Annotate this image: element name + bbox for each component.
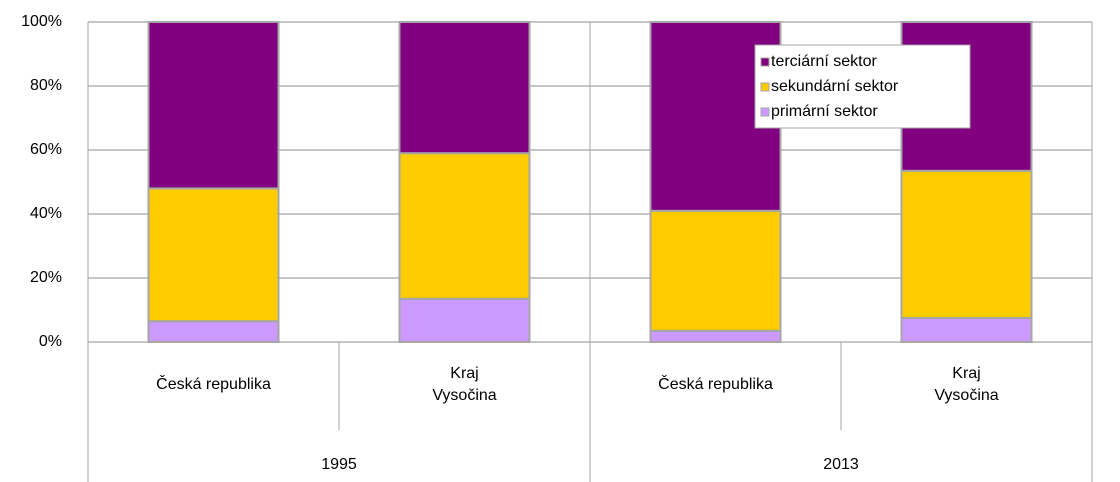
bar-segment xyxy=(398,152,531,300)
bar-segment xyxy=(147,187,280,323)
x-tick-label: Česká republika xyxy=(658,376,773,393)
x-tick-label: Česká republika xyxy=(156,376,271,393)
group-label: 2013 xyxy=(823,456,859,473)
bar-segment xyxy=(398,297,531,343)
group-label: 1995 xyxy=(321,456,357,473)
bar-segment xyxy=(147,21,280,190)
x-tick-label: Kraj Vysočina xyxy=(934,365,999,404)
y-tick-label: 80% xyxy=(30,77,62,94)
legend-swatch xyxy=(760,57,770,67)
y-tick-label: 100% xyxy=(21,13,62,30)
y-tick-label: 60% xyxy=(30,141,62,158)
bar-segment xyxy=(147,320,280,344)
x-tick-label: Kraj Vysočina xyxy=(432,365,497,404)
legend-box xyxy=(754,44,971,129)
y-tick-label: 0% xyxy=(39,333,62,350)
legend-label: primární sektor xyxy=(771,103,878,120)
bar-segment xyxy=(649,329,782,343)
y-tick-label: 40% xyxy=(30,205,62,222)
legend-label: sekundární sektor xyxy=(771,78,899,95)
legend-swatch xyxy=(760,107,770,117)
bar-segment xyxy=(398,21,531,155)
y-tick-label: 20% xyxy=(30,269,62,286)
legend-swatch xyxy=(760,82,770,92)
bar-segment xyxy=(900,169,1033,319)
bar-segment xyxy=(649,209,782,332)
legend-label: terciární sektor xyxy=(771,53,877,70)
bar-segment xyxy=(900,317,1033,343)
